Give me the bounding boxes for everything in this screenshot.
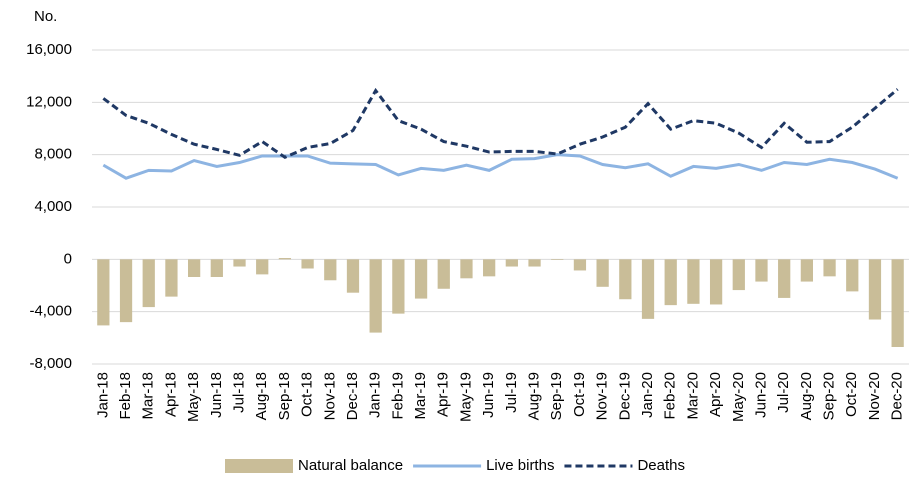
bar bbox=[346, 259, 360, 293]
bar bbox=[233, 259, 246, 267]
bar bbox=[165, 259, 178, 297]
bar bbox=[641, 259, 655, 319]
bar bbox=[483, 259, 496, 277]
x-tick-label: May-19 bbox=[457, 372, 474, 422]
x-tick-label: Mar-19 bbox=[412, 372, 429, 420]
x-tick-label: Jan-20 bbox=[639, 372, 656, 418]
bar bbox=[437, 259, 450, 289]
bar bbox=[301, 259, 314, 269]
x-tick-label: Oct-18 bbox=[299, 372, 316, 417]
bar bbox=[664, 259, 677, 306]
x-tick-label: Nov-19 bbox=[594, 372, 611, 420]
y-tick-label: 0 bbox=[64, 250, 72, 267]
x-tick-label: Aug-18 bbox=[253, 372, 270, 420]
bar bbox=[369, 259, 382, 333]
x-tick-label: Mar-20 bbox=[684, 372, 701, 420]
x-tick-label: Apr-19 bbox=[435, 372, 452, 417]
bar bbox=[891, 259, 904, 347]
x-tick-label: Aug-20 bbox=[798, 372, 815, 420]
x-tick-label: Jul-19 bbox=[503, 372, 520, 413]
x-tick-label: Jun-18 bbox=[208, 372, 225, 418]
y-axis-label: No. bbox=[34, 8, 57, 25]
bar bbox=[573, 259, 587, 271]
line bbox=[102, 87, 899, 159]
x-tick-label: Aug-19 bbox=[526, 372, 543, 420]
bar bbox=[846, 259, 859, 292]
x-tick-label: Dec-20 bbox=[889, 372, 906, 420]
bar bbox=[414, 259, 428, 299]
x-tick-label: Jun-19 bbox=[480, 372, 497, 418]
bar bbox=[256, 259, 269, 275]
bar bbox=[800, 259, 814, 282]
x-tick-label: Dec-18 bbox=[344, 372, 361, 420]
line bbox=[102, 153, 899, 180]
x-tick-label: Sep-19 bbox=[548, 372, 565, 420]
x-tick-label: Jul-20 bbox=[775, 372, 792, 413]
x-tick-label: Jun-20 bbox=[752, 372, 769, 418]
x-tick-label: Dec-19 bbox=[616, 372, 633, 420]
bar bbox=[732, 259, 745, 291]
bar bbox=[596, 259, 609, 287]
bar bbox=[755, 259, 768, 282]
x-tick-label: Oct-19 bbox=[571, 372, 588, 417]
bar bbox=[823, 259, 836, 277]
x-tick-label: Apr-20 bbox=[707, 372, 724, 417]
bar bbox=[505, 259, 518, 267]
x-tick-label: Jan-18 bbox=[94, 372, 111, 418]
x-tick-label: Mar-18 bbox=[140, 372, 157, 420]
bar bbox=[210, 259, 223, 277]
y-tick-label: 12,000 bbox=[26, 93, 72, 110]
x-tick-label: Nov-20 bbox=[866, 372, 883, 420]
legend-label: Natural balance bbox=[298, 457, 403, 474]
bar bbox=[392, 259, 405, 314]
bar bbox=[119, 259, 133, 323]
bar bbox=[687, 259, 700, 304]
y-tick-label: 8,000 bbox=[34, 146, 72, 163]
bar bbox=[142, 259, 155, 308]
x-tick-label: Oct-20 bbox=[843, 372, 860, 417]
bar bbox=[778, 259, 791, 298]
y-tick-label: 16,000 bbox=[26, 41, 72, 58]
bar bbox=[551, 259, 564, 260]
legend-label: Live births bbox=[486, 457, 554, 474]
x-tick-label: Feb-18 bbox=[117, 372, 134, 420]
x-tick-label: Jan-19 bbox=[367, 372, 384, 418]
x-tick-label: May-20 bbox=[730, 372, 747, 422]
x-tick-label: May-18 bbox=[185, 372, 202, 422]
y-tick-label: -4,000 bbox=[29, 303, 72, 320]
x-tick-label: Jul-18 bbox=[230, 372, 247, 413]
legend: Natural balance Live births Deaths bbox=[225, 457, 685, 474]
y-tick-label: -8,000 bbox=[29, 355, 72, 372]
bar bbox=[278, 258, 292, 260]
bar bbox=[868, 259, 882, 320]
bar bbox=[324, 259, 337, 281]
x-tick-label: Nov-18 bbox=[321, 372, 338, 420]
x-tick-label: Sep-20 bbox=[821, 372, 838, 420]
x-tick-label: Feb-19 bbox=[389, 372, 406, 420]
x-tick-label: Apr-18 bbox=[162, 372, 179, 417]
bar bbox=[709, 259, 723, 305]
bar bbox=[187, 259, 201, 277]
y-tick-label: 4,000 bbox=[34, 198, 72, 215]
bar bbox=[619, 259, 632, 300]
bar bbox=[460, 259, 473, 279]
x-tick-label: Feb-20 bbox=[662, 372, 679, 420]
bar bbox=[528, 259, 541, 267]
legend-label: Deaths bbox=[637, 457, 685, 474]
x-tick-label: Sep-18 bbox=[276, 372, 293, 420]
legend-swatch bbox=[225, 459, 293, 473]
bar bbox=[97, 259, 110, 326]
